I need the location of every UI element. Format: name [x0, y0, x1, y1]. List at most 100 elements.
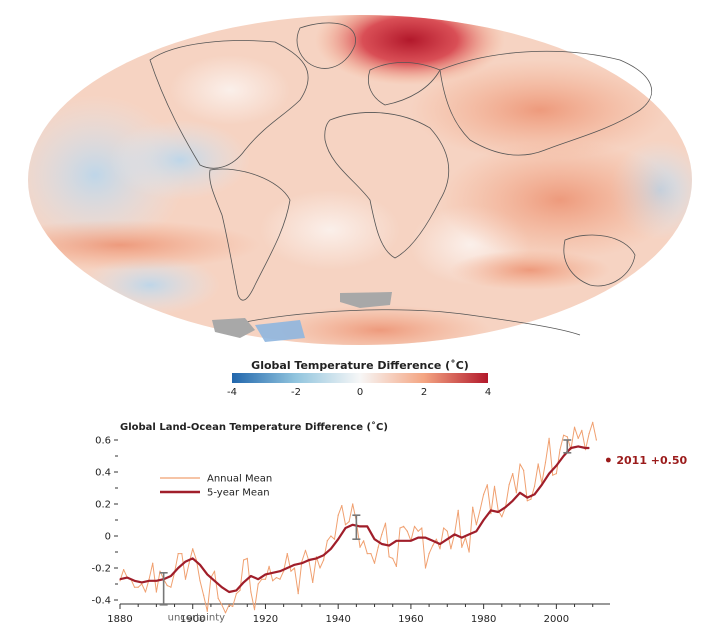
- five-year-mean-point: [410, 540, 412, 542]
- annual-mean-point: [206, 610, 208, 612]
- five-year-mean-point: [359, 525, 361, 528]
- five-year-mean-point: [555, 465, 557, 467]
- annual-mean-point: [410, 540, 412, 542]
- five-year-mean-point: [301, 562, 303, 564]
- annual-mean-point: [421, 527, 423, 529]
- five-year-mean-point: [264, 573, 267, 576]
- five-year-mean-point: [250, 575, 252, 577]
- annual-mean-point: [119, 580, 121, 582]
- annual-mean-point: [544, 461, 547, 463]
- five-year-mean-point: [243, 581, 245, 584]
- annual-mean-point: [570, 449, 572, 451]
- five-year-mean-point: [577, 445, 579, 447]
- annual-mean-point: [461, 546, 463, 548]
- annual-mean-point: [497, 509, 499, 511]
- five-year-mean-point: [563, 455, 565, 457]
- y-tick-label: -0.4: [91, 596, 111, 607]
- annual-mean-point: [370, 553, 372, 555]
- scale-title: Global Temperature Difference (˚C): [251, 359, 469, 372]
- five-year-mean-point: [483, 519, 485, 521]
- annual-mean-point: [395, 565, 397, 568]
- five-year-mean-point: [548, 473, 550, 475]
- antarctic-cool-region: [255, 320, 305, 342]
- annual-mean-point: [537, 463, 539, 465]
- annual-mean-point: [159, 570, 161, 572]
- legend-label: 5-year Mean: [207, 488, 270, 499]
- five-year-mean-point: [570, 447, 572, 449]
- five-year-mean-point: [344, 527, 347, 529]
- annual-mean-point: [573, 426, 576, 428]
- five-year-mean-point: [257, 578, 259, 580]
- annual-mean-point: [253, 609, 256, 611]
- annual-mean-point: [315, 556, 317, 558]
- annual-mean-point: [192, 548, 194, 550]
- annual-mean-point: [272, 580, 274, 582]
- annual-mean-point: [555, 473, 557, 475]
- five-year-mean-point: [504, 506, 507, 508]
- annual-mean-point: [181, 553, 183, 555]
- five-year-mean-point: [199, 564, 201, 566]
- annual-mean-point: [592, 421, 594, 423]
- annual-mean-point: [493, 485, 496, 487]
- annual-mean-point: [184, 578, 187, 580]
- five-year-mean-point: [330, 548, 332, 550]
- annual-mean-point: [464, 537, 467, 539]
- five-year-mean-point: [272, 572, 274, 574]
- annual-mean-point: [166, 585, 168, 587]
- five-year-mean-point: [453, 533, 456, 536]
- callout-dot: [605, 457, 611, 463]
- annual-mean-point: [130, 578, 132, 580]
- five-year-mean-point: [446, 538, 448, 540]
- five-year-mean-point: [141, 581, 143, 584]
- y-tick-label: -0.2: [91, 564, 111, 575]
- scale-tick-label: 0: [357, 387, 363, 398]
- temperature-anomaly-map: Global Temperature Difference (˚C) -4 -2 0…: [28, 15, 692, 398]
- five-year-mean-point: [228, 591, 230, 593]
- scale-tick-label: -4: [227, 387, 237, 398]
- annual-mean-point: [399, 527, 401, 529]
- annual-mean-point: [595, 439, 597, 441]
- five-year-mean-point: [170, 575, 172, 577]
- chart-legend: Annual Mean 5-year Mean: [160, 474, 272, 499]
- chart-axes: 1880 1900 1920 1940 1960 1980 2000 -0.4 -0.2 0 0.2…: [91, 436, 610, 625]
- annual-mean-point: [413, 525, 416, 528]
- legend-label: Annual Mean: [207, 474, 272, 485]
- annual-mean-point: [239, 589, 241, 592]
- annual-mean-point: [504, 506, 507, 508]
- annual-mean-point: [439, 548, 441, 550]
- five-year-mean-point: [315, 557, 317, 560]
- annual-mean-point: [490, 513, 492, 515]
- annual-mean-point: [141, 583, 143, 585]
- annual-mean-point: [584, 449, 587, 451]
- annual-mean-point: [228, 604, 230, 606]
- annual-mean-point: [297, 593, 299, 595]
- annual-mean-point: [381, 533, 383, 536]
- x-tick-label: 1940: [325, 614, 350, 625]
- five-year-mean-point: [439, 543, 441, 545]
- annual-mean-point: [177, 553, 179, 555]
- five-year-mean-point: [213, 580, 216, 582]
- annual-mean-point: [210, 577, 212, 579]
- series-annual-mean: [119, 421, 597, 614]
- annual-mean-point: [323, 559, 325, 561]
- five-year-mean-point: [403, 540, 405, 542]
- annual-mean-point: [337, 514, 339, 516]
- five-year-mean-point: [126, 577, 128, 579]
- annual-mean-point: [453, 533, 456, 536]
- annual-mean-point: [133, 586, 136, 588]
- annual-mean-point: [479, 509, 481, 511]
- annual-mean-point: [330, 535, 332, 537]
- scale-tick-label: -2: [291, 387, 301, 398]
- annual-mean-point: [195, 559, 197, 561]
- five-year-mean-point: [279, 570, 281, 572]
- antarctica-outline: [229, 309, 581, 336]
- x-tick-label: 1960: [398, 614, 423, 625]
- annual-mean-point: [508, 484, 510, 486]
- annual-mean-point: [304, 549, 307, 552]
- five-year-mean-point: [308, 559, 310, 561]
- annual-mean-point: [199, 580, 201, 582]
- annual-mean-point: [155, 591, 157, 593]
- annual-mean-point: [450, 548, 452, 550]
- annual-mean-point: [530, 498, 532, 500]
- annual-mean-point: [581, 429, 583, 431]
